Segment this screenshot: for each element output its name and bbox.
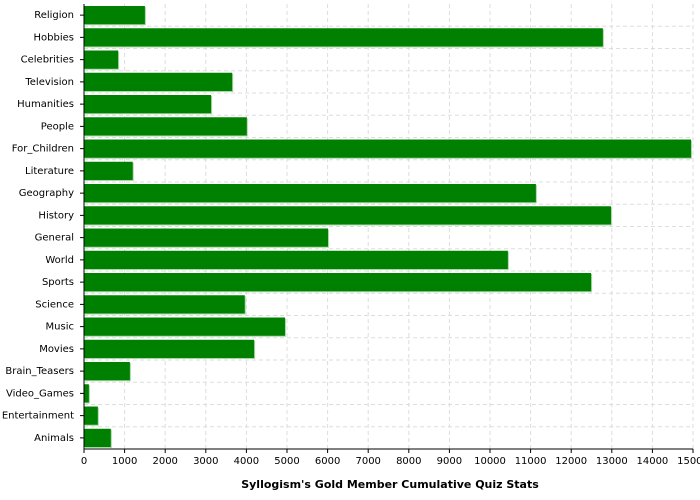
bar [84,72,233,91]
y-tick-label: Celebrities [21,55,74,66]
bar [84,339,255,358]
x-tick-label: 13000 [596,456,628,467]
y-tick-label: Television [24,77,74,88]
bar [84,206,611,225]
chart-title: Syllogism's Gold Member Cumulative Quiz … [241,478,539,491]
x-tick-label: 14000 [636,456,668,467]
bar [84,406,98,425]
y-tick-label: Movies [39,344,74,355]
y-tick-label: Humanities [17,99,74,110]
y-tick-label: Entertainment [2,411,74,422]
x-tick-label: 8000 [396,456,421,467]
y-tick-label: History [38,210,74,221]
bar [84,428,111,447]
y-tick-label: Sports [42,277,74,288]
x-tick-label: 4000 [234,456,259,467]
y-tick-label: Literature [25,166,74,177]
y-tick-label: Brain_Teasers [5,366,74,377]
bar [84,384,89,403]
x-tick-label: 5000 [274,456,299,467]
bar [84,50,119,69]
bar [84,184,536,203]
bar [84,28,603,47]
x-tick-label: 3000 [193,456,218,467]
bar [84,161,133,180]
y-tick-label: Science [35,299,74,310]
y-tick-label: Animals [34,433,74,444]
x-tick-label: 11000 [515,456,547,467]
bar [84,6,145,25]
x-tick-label: 15000 [677,456,700,467]
x-tick-label: 2000 [152,456,177,467]
bar [84,139,691,158]
x-tick-label: 1000 [112,456,137,467]
y-tick-label: Video_Games [6,388,74,399]
bar [84,273,592,292]
y-tick-label: Religion [34,10,74,21]
y-tick-label: Hobbies [34,32,74,43]
y-tick-label: Music [46,322,74,333]
y-tick-label: For_Children [12,144,74,155]
bar [84,117,247,136]
x-tick-label: 0 [81,456,87,467]
bar [84,228,329,247]
y-tick-label: People [41,121,74,132]
x-tick-label: 10000 [474,456,506,467]
bar [84,250,508,269]
x-tick-label: 7000 [355,456,380,467]
x-tick-label: 9000 [437,456,462,467]
y-tick-label: General [35,233,74,244]
bar [84,317,285,336]
y-tick-label: Geography [19,188,74,199]
y-tick-label: World [45,255,74,266]
bar [84,362,130,381]
x-tick-label: 12000 [555,456,587,467]
bar [84,95,212,114]
x-tick-label: 6000 [315,456,340,467]
bar [84,295,245,314]
